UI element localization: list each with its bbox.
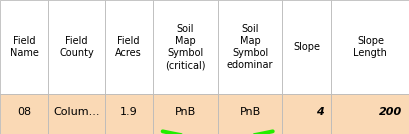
- Text: Soil
Map
Symbol
(critical): Soil Map Symbol (critical): [165, 24, 205, 70]
- Bar: [0, 0, 48, 94]
- Bar: [104, 0, 153, 94]
- Bar: [48, 0, 104, 94]
- Bar: [153, 94, 217, 134]
- Bar: [330, 94, 409, 134]
- Text: 200: 200: [378, 107, 402, 117]
- Bar: [48, 94, 104, 134]
- Bar: [330, 0, 409, 94]
- Bar: [0, 94, 48, 134]
- Text: Field
County: Field County: [59, 36, 94, 58]
- Bar: [217, 94, 282, 134]
- Text: PnB: PnB: [174, 107, 196, 117]
- Bar: [282, 0, 330, 94]
- Bar: [282, 94, 330, 134]
- Text: Field
Acres: Field Acres: [115, 36, 142, 58]
- Text: Field
Name: Field Name: [10, 36, 38, 58]
- Text: Soil
Map
Symbol
edominar: Soil Map Symbol edominar: [226, 24, 273, 70]
- Bar: [153, 0, 217, 94]
- Text: PnB: PnB: [239, 107, 260, 117]
- Bar: [217, 0, 282, 94]
- Text: 1.9: 1.9: [119, 107, 137, 117]
- Text: Colum...: Colum...: [53, 107, 99, 117]
- Bar: [104, 94, 153, 134]
- Text: Slope
Length: Slope Length: [353, 36, 387, 58]
- Text: 08: 08: [17, 107, 31, 117]
- Text: Slope: Slope: [292, 42, 319, 52]
- Text: 4: 4: [315, 107, 323, 117]
